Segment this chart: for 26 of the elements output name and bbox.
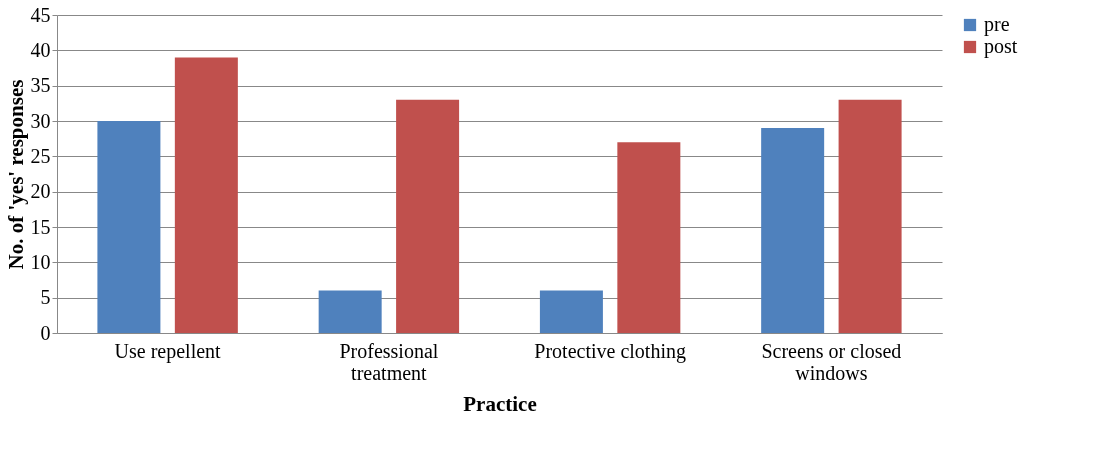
x-tick-label: Use repellent	[114, 339, 222, 363]
y-tick-label: 15	[30, 215, 51, 238]
y-tick-label: 40	[30, 38, 51, 61]
y-tick-label: 10	[30, 250, 51, 273]
y-tick-label: 35	[30, 74, 51, 97]
y-tick-label: 45	[30, 3, 51, 26]
bar	[97, 121, 161, 333]
y-tick-label: 30	[30, 109, 51, 132]
bar	[838, 99, 902, 333]
bar	[174, 57, 238, 333]
bar	[539, 290, 603, 333]
bar	[617, 142, 681, 333]
legend-label: post	[984, 35, 1018, 58]
x-tick-label: Professional treatment	[339, 339, 439, 384]
y-axis-title: No. of 'yes' responses	[3, 79, 28, 270]
y-tick-label: 5	[40, 286, 51, 309]
y-tick-label: 0	[40, 321, 51, 344]
y-tick-label: 20	[30, 180, 51, 203]
y-tick-label: 25	[30, 144, 51, 167]
legend-label: pre	[984, 13, 1010, 36]
bar	[318, 290, 382, 333]
x-axis-title: Practice	[463, 391, 537, 416]
bar	[761, 128, 825, 333]
x-tick-label: Screens or closed windows	[761, 339, 902, 384]
x-tick-label: Protective clothing	[534, 339, 686, 363]
bar	[396, 99, 460, 333]
